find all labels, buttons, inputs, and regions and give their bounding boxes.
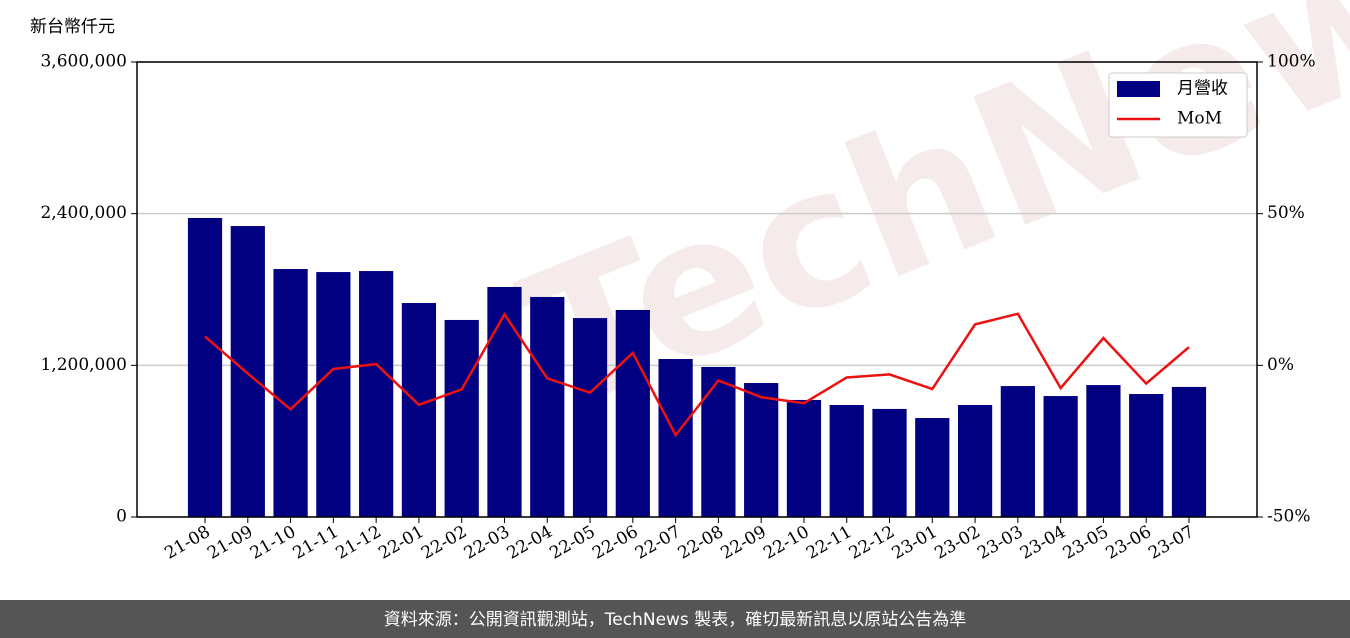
- x-tick-label: 23-03: [974, 522, 1026, 564]
- x-tick-label: 22-07: [632, 522, 684, 564]
- x-tick-label: 23-05: [1060, 522, 1112, 564]
- y-tick-label: 0: [116, 507, 127, 527]
- y2-tick-label: 0%: [1267, 355, 1294, 375]
- x-tick-label: 22-10: [760, 522, 812, 564]
- legend-label: MoM: [1177, 109, 1222, 129]
- bar: [615, 309, 650, 517]
- bar: [915, 418, 950, 517]
- y2-tick-label: 100%: [1267, 52, 1316, 72]
- x-tick-label: 22-02: [418, 522, 470, 564]
- bar: [872, 408, 907, 517]
- bar: [701, 366, 736, 517]
- x-tick-label: 21-12: [332, 522, 384, 564]
- x-tick-label: 23-07: [1145, 522, 1197, 564]
- x-tick-label: 22-11: [803, 522, 855, 564]
- y-tick-label: 1,200,000: [40, 355, 127, 375]
- bar: [230, 226, 265, 517]
- x-tick-label: 23-01: [889, 522, 941, 564]
- bar: [187, 217, 223, 518]
- mom-line: [204, 311, 1190, 438]
- y-tick-label: 2,400,000: [40, 203, 127, 223]
- bar: [658, 359, 693, 517]
- x-tick-label: 22-09: [717, 522, 769, 564]
- x-tick-label: 22-03: [461, 522, 513, 564]
- bar: [359, 271, 394, 517]
- legend-label: 月營收: [1177, 79, 1228, 99]
- x-tick-label: 23-02: [931, 522, 983, 564]
- footer-bar: [0, 600, 1350, 638]
- bar: [444, 319, 479, 517]
- bar: [1000, 386, 1035, 517]
- bar: [572, 318, 608, 517]
- bar: [1129, 394, 1164, 517]
- x-tick-label: 21-11: [290, 522, 342, 564]
- bar: [1171, 386, 1207, 517]
- bar: [1043, 396, 1078, 517]
- x-tick-label: 21-08: [161, 522, 213, 564]
- bar: [1086, 385, 1121, 517]
- x-tick-label: 22-08: [675, 522, 727, 564]
- x-tick-label: 22-12: [846, 522, 898, 564]
- bar: [487, 286, 522, 517]
- y-axis-unit: 新台幣仟元: [30, 17, 115, 37]
- x-tick-label: 21-10: [247, 522, 299, 564]
- x-tick-label: 21-09: [204, 522, 256, 564]
- bar: [786, 399, 822, 517]
- x-tick-label: 22-06: [589, 522, 641, 564]
- bar: [829, 405, 864, 517]
- bar: [530, 296, 565, 517]
- footer-text: 資料來源：公開資訊觀測站，TechNews 製表，確切最新訊息以原站公告為準: [384, 610, 966, 630]
- x-tick-label: 23-04: [1017, 522, 1069, 564]
- x-tick-label: 22-01: [375, 522, 427, 564]
- bar: [273, 269, 308, 517]
- x-tick-label: 23-06: [1102, 522, 1154, 564]
- bar: [316, 272, 351, 517]
- x-tick-label: 22-05: [546, 522, 598, 564]
- x-tick-label: 22-04: [504, 522, 556, 564]
- bar: [957, 405, 993, 517]
- y-tick-label: 3,600,000: [40, 52, 127, 72]
- y2-tick-label: -50%: [1267, 507, 1311, 527]
- plot-frame: [136, 61, 1258, 518]
- legend-swatch: [1117, 81, 1160, 97]
- bar: [744, 383, 779, 517]
- y2-tick-label: 50%: [1267, 203, 1305, 223]
- bar: [401, 303, 437, 517]
